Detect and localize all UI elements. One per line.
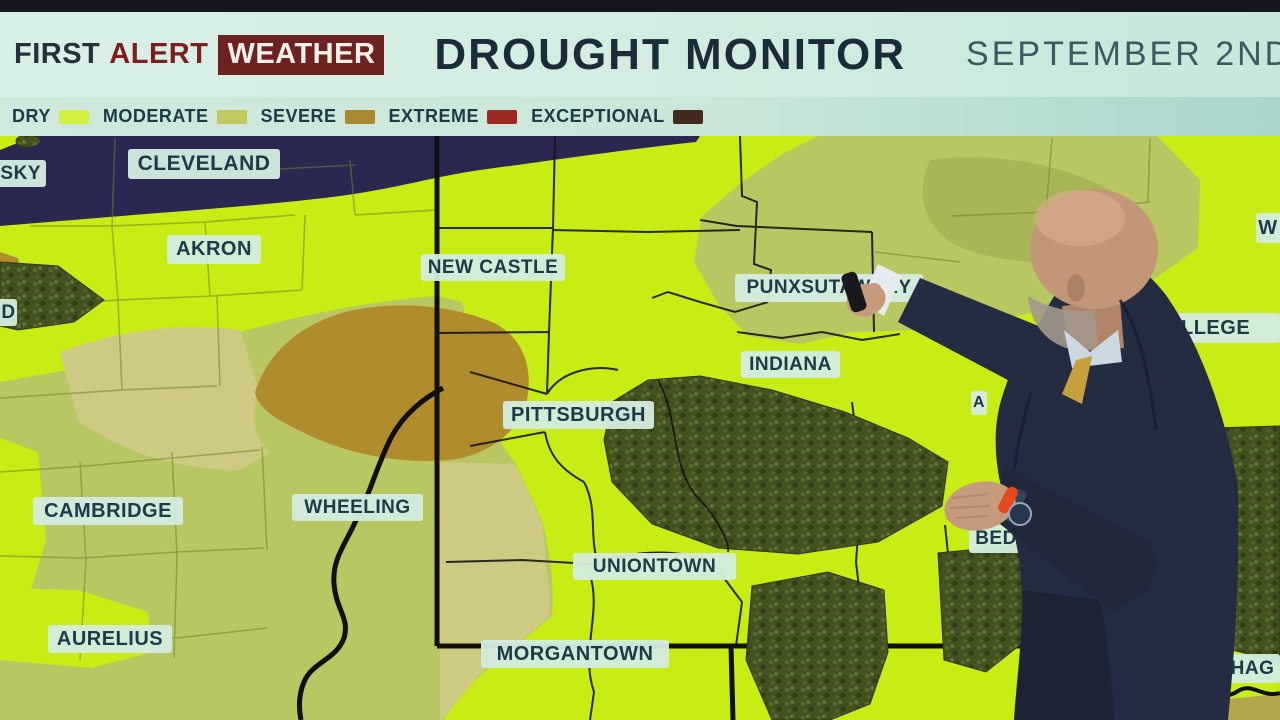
map-label-punxsutawney: PUNXSUTAWNEY <box>735 274 923 302</box>
map-label-williamsport-partial: W <box>1256 213 1280 243</box>
map-label-wheeling: WHEELING <box>292 494 423 521</box>
map-label-akron: AKRON <box>167 235 261 264</box>
map-label-sandusky-partial: SKY <box>0 160 46 187</box>
dry-wedge-left-edge <box>0 438 46 612</box>
brand-first: FIRST <box>14 38 101 70</box>
brand-weather-badge: WEATHER <box>218 34 385 75</box>
map-label-new-castle: NEW CASTLE <box>421 254 565 281</box>
terrain-patch-east-of-pittsburgh <box>603 375 949 555</box>
legend-swatch-extreme <box>487 109 518 124</box>
map-label-altoona-partial: A <box>971 391 987 415</box>
legend-swatch-severe <box>344 109 375 124</box>
map-label-bedford-partial: BED <box>969 525 1023 553</box>
map-label-pittsburgh: PITTSBURGH <box>503 401 654 429</box>
legend-label: SEVERE <box>260 106 337 126</box>
legend-item-extreme: EXTREME <box>389 106 518 127</box>
legend-label: MODERATE <box>102 106 209 126</box>
map-label-cleveland: CLEVELAND <box>128 149 280 179</box>
map-label-state-college-partial: LLEGE <box>1177 313 1280 343</box>
legend-item-exceptional: EXCEPTIONAL <box>531 106 703 127</box>
page-title: DROUGHT MONITOR <box>434 29 907 79</box>
moderate-light-greene <box>440 462 550 720</box>
terrain-patch-left-edge <box>0 261 105 331</box>
county-line-over-terrain <box>657 379 730 553</box>
legend-label: DRY <box>12 106 51 126</box>
legend-label: EXTREME <box>388 106 480 126</box>
moderate-light-ring <box>60 326 270 470</box>
map-label-uniontown: UNIONTOWN <box>573 553 736 580</box>
map-label-hagerstown-partial: HAG <box>1225 654 1280 683</box>
legend-item-dry: DRY <box>12 106 89 127</box>
legend-item-moderate: MODERATE <box>103 106 247 127</box>
map-label-aurelius: AURELIUS <box>48 625 172 653</box>
header-bar: FIRST ALERT WEATHER DROUGHT MONITOR SEPT… <box>0 12 1280 97</box>
legend-item-severe: SEVERE <box>261 106 375 127</box>
drought-legend: DRY MODERATE SEVERE EXTREME EXCEPTIONAL <box>0 97 1280 136</box>
map-label-cambridge: CAMBRIDGE <box>33 497 183 525</box>
legend-swatch-dry <box>58 109 89 124</box>
legend-swatch-moderate <box>216 109 247 124</box>
legend-label: EXCEPTIONAL <box>531 106 665 126</box>
map-label-indiana: INDIANA <box>741 351 840 378</box>
map-label-mansfield-partial: D <box>0 299 17 326</box>
legend-swatch-exceptional <box>672 109 703 124</box>
map-label-morgantown: MORGANTOWN <box>481 640 669 668</box>
severe-region-blob <box>255 305 529 462</box>
brand-alert: ALERT <box>109 38 209 70</box>
date-range: SEPTEMBER 2ND - 9TH <box>966 35 1280 73</box>
terrain-patch-southeast <box>745 571 889 720</box>
first-alert-weather-logo: FIRST ALERT WEATHER <box>14 34 385 75</box>
ohio-river <box>296 385 445 720</box>
top-letterbox-bar <box>0 0 1280 12</box>
